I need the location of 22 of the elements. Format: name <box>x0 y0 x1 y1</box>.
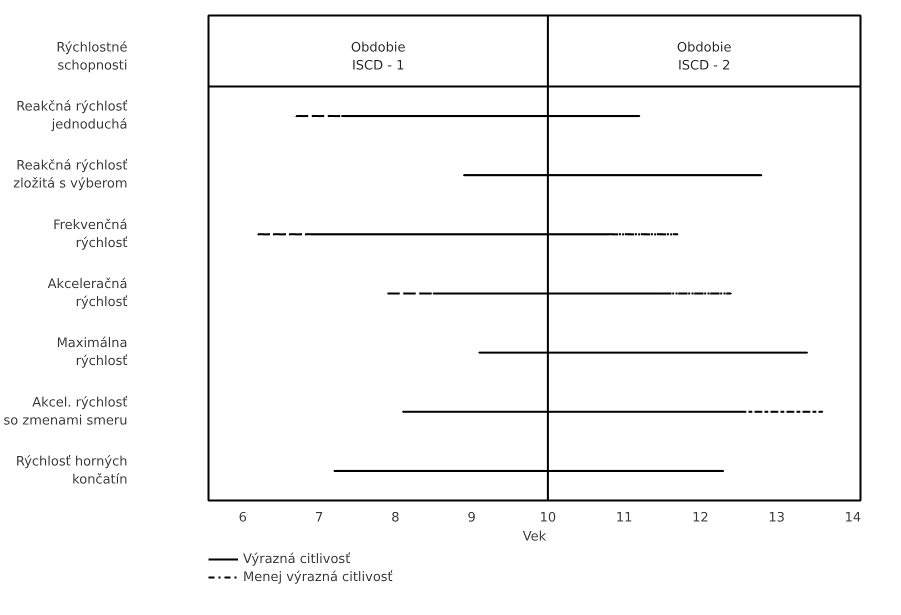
x-tick-label: 13 <box>768 510 785 526</box>
x-tick-label: 14 <box>844 510 862 526</box>
y-tick-label: Frekvenčná rýchlosť <box>53 218 128 251</box>
x-tick-label: 10 <box>540 510 556 526</box>
x-tick-label: 11 <box>616 510 632 526</box>
y-tick-label: Rýchlosť horných končatín <box>16 454 128 488</box>
legend-label: Výrazná citlivosť <box>243 550 350 568</box>
y-tick-label: Reakčná rýchlosť zložitá s výberom <box>13 158 128 192</box>
x-tick-label: 12 <box>692 510 709 526</box>
legend-label: Menej výrazná citlivosť <box>243 568 393 586</box>
x-tick-label: 6 <box>238 510 247 526</box>
y-tick-label: Reakčná rýchlosť jednoduchá <box>16 100 128 133</box>
y-tick-label: Akceleračná rýchlosť <box>48 276 128 310</box>
text: Obdobie ISCD - 2 <box>676 40 732 74</box>
y-axis-title: Rýchlostné schopnosti <box>56 40 128 74</box>
y-tick-label: Akcel. rýchlosť so zmenami smeru <box>4 395 128 428</box>
x-axis-title: Vek <box>522 530 547 544</box>
y-tick-label: Maximálna rýchlosť <box>56 336 128 370</box>
text: Obdobie ISCD - 1 <box>350 40 406 74</box>
x-tick-label: 8 <box>391 510 400 526</box>
x-tick-label: 9 <box>467 510 476 526</box>
x-tick-label: 7 <box>314 510 324 526</box>
